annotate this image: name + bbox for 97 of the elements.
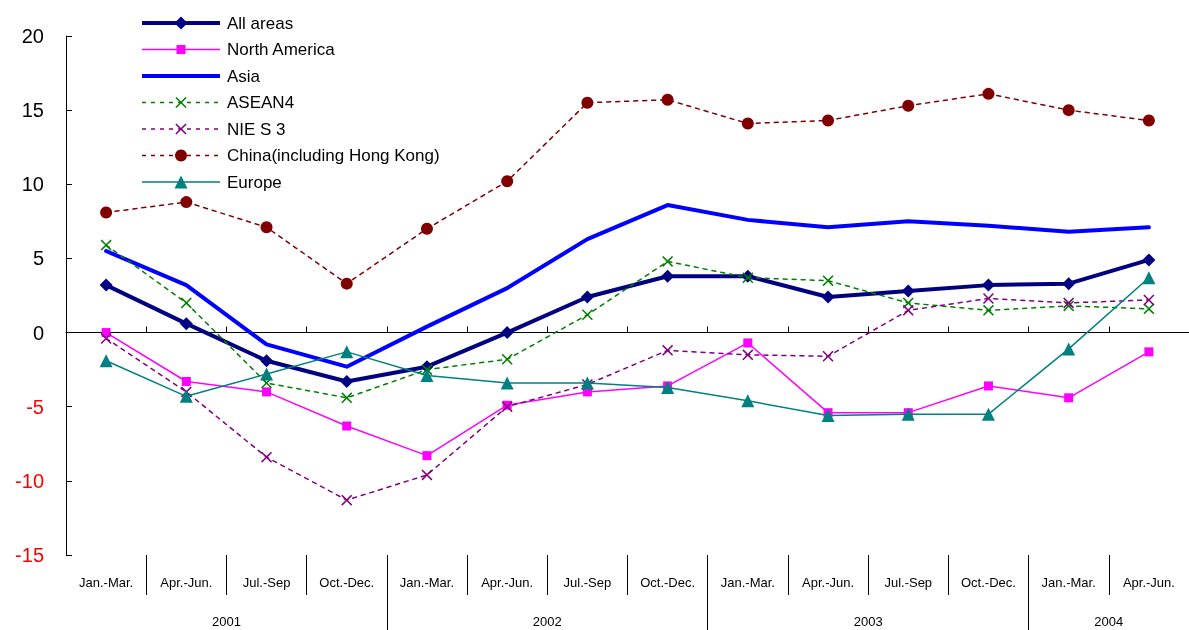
point (260, 367, 274, 381)
x-tick-label: Oct.-Dec. (319, 575, 375, 590)
point (581, 96, 594, 109)
point (982, 87, 995, 100)
point (500, 376, 514, 390)
point (1062, 342, 1076, 356)
point (981, 278, 995, 292)
x-tick-label: Apr.-Jun. (481, 575, 534, 590)
y-tick-label: -15 (15, 544, 44, 566)
y-tick-label: 20 (21, 25, 44, 47)
point (662, 344, 674, 356)
point (100, 239, 112, 251)
y-tick-label: -5 (26, 395, 44, 418)
point (982, 304, 994, 316)
point (902, 99, 915, 112)
point (180, 196, 193, 209)
point (260, 221, 273, 234)
point (342, 421, 352, 431)
point (1143, 294, 1155, 306)
point (100, 333, 112, 344)
x-tick-label: Apr.-Jun. (160, 575, 213, 590)
point (421, 469, 433, 481)
y-tick-label: 0 (32, 321, 44, 344)
point (822, 114, 835, 127)
point (500, 326, 514, 340)
text: 2003 (853, 613, 883, 629)
point (822, 350, 834, 362)
x-tick-label: Apr.-Jun. (802, 575, 855, 590)
x-tick-label: Jan.-Mar. (720, 575, 775, 590)
legend-label: All areas (227, 13, 294, 33)
legend-label: ASEAN4 (227, 93, 295, 112)
point (1143, 303, 1155, 315)
legend-label: Asia (227, 66, 261, 86)
y-tick-label: -10 (15, 469, 44, 492)
x-tick-label: Jul.-Sep (563, 575, 612, 590)
legend-label: North America (227, 40, 336, 59)
point (822, 275, 834, 287)
point (420, 369, 434, 383)
point (1142, 114, 1155, 127)
legend-label: Europe (227, 172, 282, 192)
point (180, 297, 192, 309)
point (341, 392, 353, 404)
point (983, 381, 993, 391)
point (1064, 393, 1074, 403)
point (181, 377, 191, 387)
point (741, 117, 754, 130)
point (261, 451, 273, 463)
x-tick-label: Oct.-Dec. (640, 575, 696, 590)
point (1062, 104, 1075, 117)
x-tick-label: Oct.-Dec. (961, 575, 1016, 590)
point (340, 375, 354, 389)
y-tick-label: 10 (21, 173, 44, 196)
x-tick-label: Jul.-Sep (884, 575, 933, 590)
text: 2004 (1094, 613, 1124, 629)
point (982, 292, 994, 304)
point (501, 175, 514, 188)
point (179, 389, 193, 403)
point (581, 309, 593, 321)
y-tick-label: 15 (21, 99, 44, 122)
x-tick-label: Jul.-Sep (242, 575, 291, 590)
point (742, 349, 754, 361)
x-tick-label: Jan.-Mar. (1041, 575, 1096, 590)
point (661, 269, 675, 283)
point (99, 354, 113, 368)
y-tick-label: 5 (32, 247, 44, 270)
point (743, 338, 753, 348)
point (580, 290, 594, 304)
point (341, 494, 353, 506)
legend-label: NIE S 3 (227, 119, 286, 139)
point (902, 304, 914, 316)
point (1142, 253, 1156, 267)
point (262, 387, 272, 397)
point (981, 407, 995, 421)
x-tick-label: Jan.-Mar. (79, 575, 134, 590)
point (422, 451, 432, 461)
point (1142, 271, 1156, 285)
point (901, 284, 915, 298)
point (741, 394, 755, 408)
point (260, 354, 274, 368)
point (340, 277, 353, 290)
point (100, 206, 113, 219)
point (661, 93, 674, 106)
x-tick-label: Jan.-Mar. (399, 575, 455, 590)
point (501, 353, 513, 365)
legend-label: China(including Hong Kong) (227, 146, 440, 165)
point (821, 290, 835, 304)
point (662, 255, 674, 267)
point (340, 345, 354, 359)
x-tick-label: Apr.-Jun. (1122, 575, 1175, 590)
point (179, 317, 193, 331)
point (99, 278, 113, 292)
text: 2001 (211, 613, 241, 629)
point (1144, 347, 1154, 357)
point (420, 222, 433, 235)
point (821, 409, 835, 423)
point (1062, 277, 1076, 291)
text: 2002 (532, 613, 562, 629)
